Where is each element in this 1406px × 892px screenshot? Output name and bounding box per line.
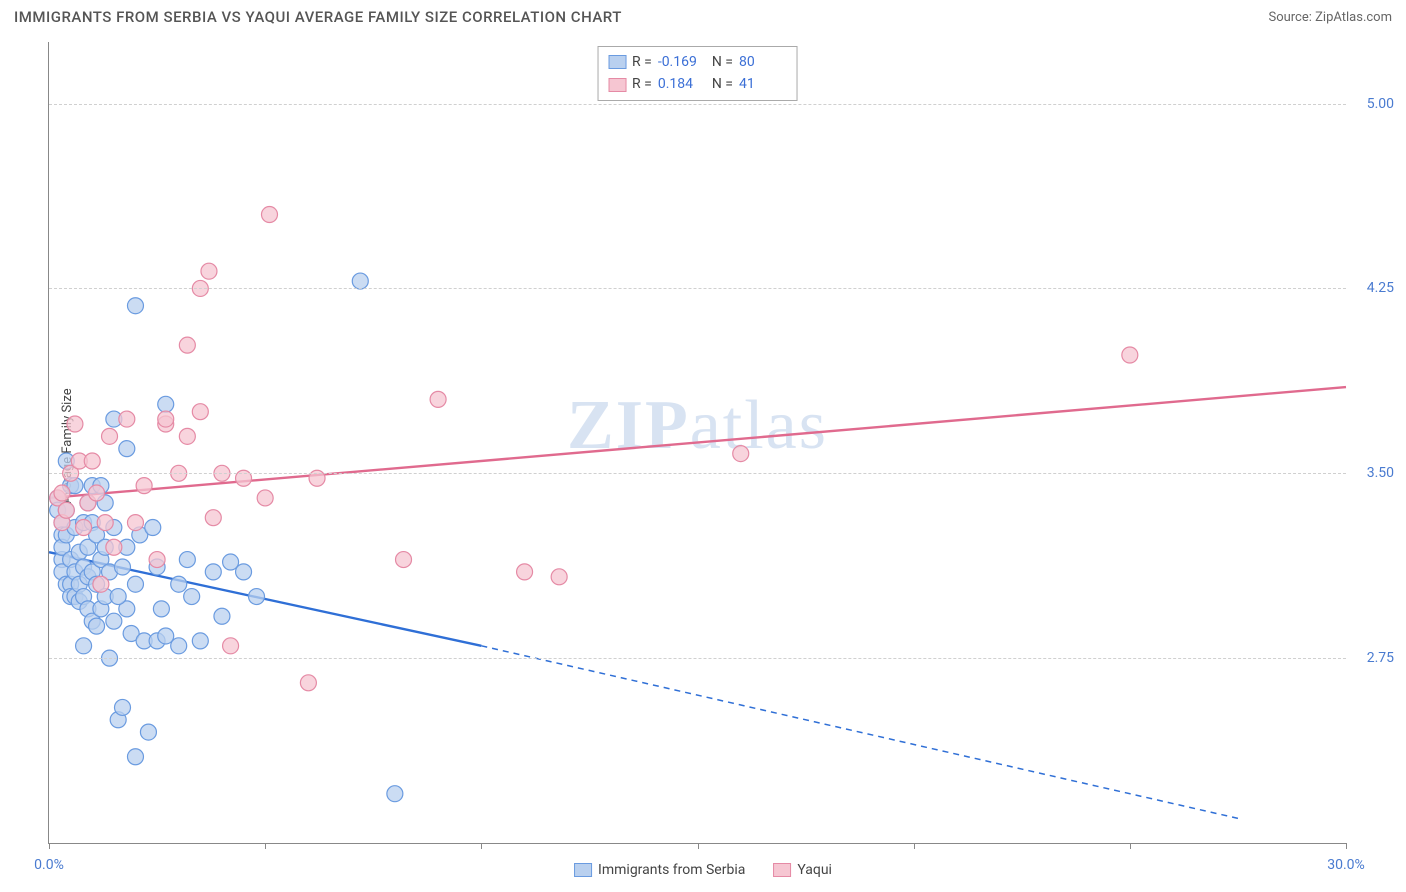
series-legend: Immigrants from Serbia Yaqui (574, 862, 832, 878)
x-tick (1130, 843, 1131, 849)
source-label: Source: ZipAtlas.com (1268, 10, 1392, 25)
chart-header: IMMIGRANTS FROM SERBIA VS YAQUI AVERAGE … (0, 0, 1406, 30)
x-tick (914, 843, 915, 849)
n-label: N = (712, 73, 733, 95)
r-value-pink: 0.184 (658, 73, 706, 95)
gridline (49, 288, 1346, 289)
chart-title: IMMIGRANTS FROM SERBIA VS YAQUI AVERAGE … (14, 8, 622, 26)
legend-item-blue: Immigrants from Serbia (574, 862, 745, 878)
r-label: R = (632, 73, 652, 95)
y-tick-label: 2.75 (1352, 650, 1394, 666)
gridline (49, 658, 1346, 659)
swatch-blue (574, 863, 592, 877)
legend-label-pink: Yaqui (797, 862, 832, 878)
x-tick (49, 843, 50, 849)
n-value-blue: 80 (739, 51, 787, 73)
stats-legend-row-blue: R = -0.169 N = 80 (608, 51, 787, 73)
swatch-pink (773, 863, 791, 877)
scatter-svg (49, 42, 1346, 843)
source-prefix: Source: (1268, 10, 1315, 25)
n-label: N = (712, 51, 733, 73)
x-tick-label: 0.0% (34, 857, 64, 873)
swatch-blue (608, 55, 626, 69)
x-tick (1346, 843, 1347, 849)
swatch-pink (608, 78, 626, 92)
y-tick-label: 3.50 (1352, 465, 1394, 481)
gridline (49, 104, 1346, 105)
r-label: R = (632, 51, 652, 73)
gridline (49, 473, 1346, 474)
source-name: ZipAtlas.com (1315, 10, 1392, 25)
x-tick (265, 843, 266, 849)
x-tick-label: 30.0% (1327, 857, 1365, 873)
stats-legend: R = -0.169 N = 80 R = 0.184 N = 41 (597, 46, 798, 101)
n-value-pink: 41 (739, 73, 787, 95)
x-tick (698, 843, 699, 849)
x-tick (481, 843, 482, 849)
y-tick-label: 5.00 (1352, 96, 1394, 112)
legend-item-pink: Yaqui (773, 862, 832, 878)
legend-label-blue: Immigrants from Serbia (598, 862, 745, 878)
stats-legend-row-pink: R = 0.184 N = 41 (608, 73, 787, 95)
y-tick-label: 4.25 (1352, 280, 1394, 296)
r-value-blue: -0.169 (658, 51, 706, 73)
chart-plot-area: ZIPatlas R = -0.169 N = 80 R = 0.184 N =… (48, 42, 1346, 844)
